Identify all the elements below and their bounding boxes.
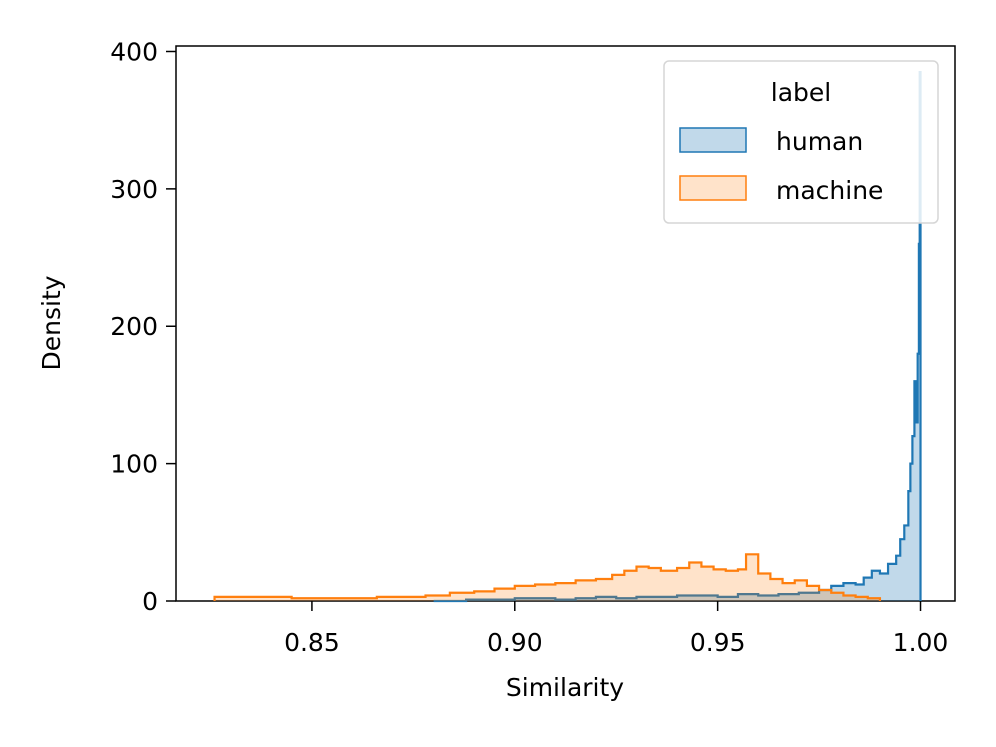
x-axis: 0.85 0.90 0.95 1.00 bbox=[284, 601, 948, 657]
legend-title: label bbox=[771, 78, 831, 107]
human-histogram bbox=[433, 71, 922, 603]
plot-frame bbox=[175, 45, 956, 602]
x-axis-label: Similarity bbox=[506, 673, 624, 702]
human-histogram-line bbox=[433, 71, 922, 603]
y-tick-label: 200 bbox=[110, 312, 158, 341]
plot-area bbox=[175, 45, 956, 603]
legend-box bbox=[663, 60, 939, 224]
x-tick-label: 0.90 bbox=[487, 628, 543, 657]
machine-histogram bbox=[213, 553, 882, 601]
machine-histogram-line bbox=[213, 553, 882, 601]
y-axis: 0 100 200 300 400 bbox=[110, 37, 176, 616]
machine-histogram-fill bbox=[214, 554, 880, 601]
y-tick-label: 400 bbox=[110, 37, 158, 66]
legend: label human machine bbox=[663, 60, 939, 224]
legend-swatch-machine bbox=[679, 175, 747, 201]
x-tick-label: 1.00 bbox=[893, 628, 949, 657]
y-tick-label: 100 bbox=[110, 450, 158, 479]
legend-label-machine: machine bbox=[776, 176, 883, 205]
legend-swatch-human bbox=[679, 127, 747, 153]
y-tick-label: 300 bbox=[110, 175, 158, 204]
x-tick-label: 0.85 bbox=[284, 628, 340, 657]
y-axis-label: Density bbox=[37, 275, 66, 370]
y-tick-label: 0 bbox=[142, 587, 158, 616]
x-tick-label: 0.95 bbox=[690, 628, 746, 657]
legend-label-human: human bbox=[776, 127, 863, 156]
